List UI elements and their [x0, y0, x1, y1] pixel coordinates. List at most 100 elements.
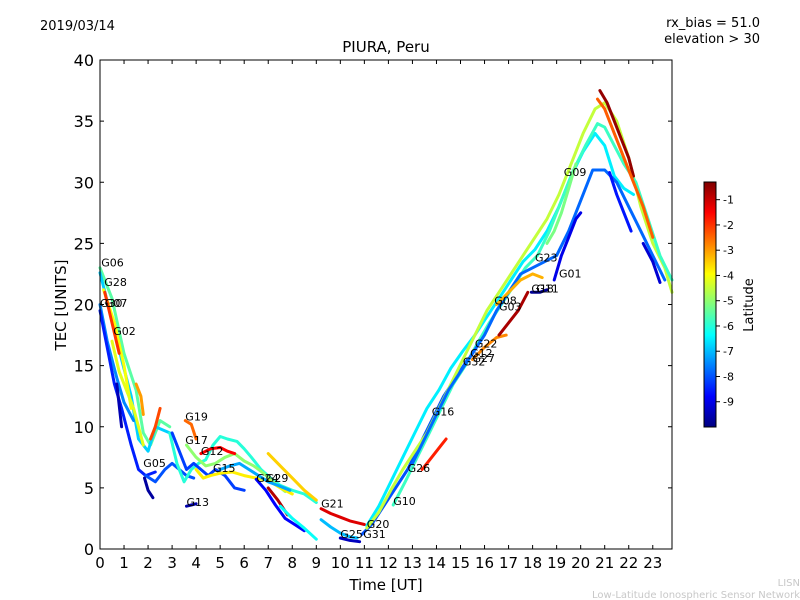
x-tick-label: 13 [403, 554, 422, 572]
satellite-track-41 [641, 241, 662, 284]
chart-title: PIURA, Peru [342, 38, 429, 56]
satellite-label-g28: G28 [104, 276, 127, 289]
colorbar-ticks: -1 -2 -3 -4 -5 -6 -7 -8 -9 [716, 194, 734, 409]
satellite-track-36 [495, 272, 544, 306]
x-tick-label: 21 [595, 554, 614, 572]
x-tick-label: 15 [451, 554, 470, 572]
y-tick-label: 20 [74, 296, 94, 315]
y-tick-label: 10 [74, 418, 94, 437]
x-tick-label: 18 [523, 554, 542, 572]
satellite-label-g30: G30 [100, 297, 123, 310]
satellite-label-g32: G32 [463, 356, 486, 369]
colorbar-gradient [703, 181, 717, 428]
satellite-label-g31: G31 [363, 528, 386, 541]
satellite-track-20 [218, 461, 292, 492]
satellite-label-g23: G23 [535, 252, 558, 265]
x-tick-label: 16 [475, 554, 494, 572]
y-axis-ticks: 0 5 10 15 20 25 30 35 40 [74, 51, 672, 559]
colorbar-tick-label: -2 [723, 219, 734, 232]
colorbar: -1 -2 -3 -4 -5 -6 -7 -8 -9 Latitude [703, 181, 757, 428]
satellite-track-35 [497, 290, 530, 337]
satellite-label-layer: G06G28G30G07G02G05G19G17G12G15G13G24G29G… [100, 166, 586, 541]
colorbar-tick-label: -1 [723, 194, 734, 207]
satellite-track-25 [319, 507, 366, 526]
x-tick-label: 0 [95, 554, 105, 572]
satellite-label-g12: G12 [470, 347, 493, 360]
satellite-track-8 [110, 339, 145, 447]
satellite-track-4 [103, 290, 121, 355]
satellite-label-g03: G03 [499, 301, 522, 314]
y-tick-label: 30 [74, 173, 94, 192]
satellite-track-17 [199, 446, 237, 456]
satellite-track-21 [254, 477, 306, 533]
colorbar-tick-label: -5 [723, 295, 734, 308]
satellite-label-g08: G08 [494, 295, 517, 308]
satellite-label-g09: G09 [564, 166, 587, 179]
satellite-track-18 [185, 502, 198, 508]
satellite-label-g26: G26 [408, 462, 431, 475]
satellite-track-15 [183, 419, 198, 441]
org-short-label: LISN [778, 578, 800, 589]
x-axis-ticks: 0 1 2 3 4 5 6 7 8 9 10 11 12 13 14 15 16 17 18 19 20 21 22 23 [95, 60, 662, 572]
satellite-track-37 [552, 211, 583, 282]
satellite-label-g22: G22 [475, 337, 498, 350]
satellite-label-g06: G06 [101, 257, 124, 270]
x-tick-label: 3 [167, 554, 177, 572]
satellite-label-g29: G29 [266, 472, 289, 485]
colorbar-tick-label: -7 [723, 345, 734, 358]
x-tick-label: 7 [263, 554, 273, 572]
x-tick-label: 17 [499, 554, 518, 572]
x-tick-label: 9 [312, 554, 322, 572]
satellite-track-33 [410, 168, 667, 465]
x-tick-label: 20 [571, 554, 590, 572]
x-tick-label: 23 [643, 554, 662, 572]
x-tick-label: 4 [191, 554, 201, 572]
y-axis-label: TEC [UNITS] [52, 260, 70, 352]
satellite-label-g18: G18 [531, 282, 554, 295]
x-tick-label: 11 [355, 554, 374, 572]
satellite-label-g25: G25 [340, 528, 363, 541]
satellite-track-14 [170, 431, 246, 492]
elevation-label: elevation > 30 [664, 32, 760, 47]
satellite-track-39 [598, 89, 635, 178]
org-long-label: Low-Latitude Ionospheric Sensor Network [592, 590, 800, 600]
satellite-track-34 [471, 333, 508, 361]
rx-bias-label: rx_bias = 51.0 [666, 16, 760, 31]
satellite-track-43 [545, 162, 578, 245]
colorbar-label: Latitude [742, 278, 757, 332]
y-tick-label: 35 [74, 112, 94, 131]
x-tick-label: 1 [119, 554, 129, 572]
x-tick-label: 14 [427, 554, 446, 572]
series-layer [98, 89, 674, 544]
y-tick-label: 15 [74, 357, 94, 376]
satellite-track-29 [365, 131, 635, 528]
satellite-track-12 [149, 406, 162, 441]
satellite-track-1 [98, 266, 172, 447]
satellite-track-26 [319, 518, 359, 540]
y-tick-label: 25 [74, 234, 94, 253]
x-tick-label: 22 [619, 554, 638, 572]
colorbar-tick-label: -9 [723, 396, 734, 409]
satellite-track-9 [134, 382, 145, 416]
colorbar-tick-label: -8 [723, 370, 734, 383]
colorbar-tick-label: -6 [723, 320, 734, 333]
satellite-label-g13: G13 [187, 496, 210, 509]
colorbar-tick-label: -3 [723, 244, 734, 257]
x-tick-label: 8 [287, 554, 297, 572]
satellite-label-g15: G15 [213, 462, 236, 475]
x-tick-label: 6 [239, 554, 249, 572]
x-tick-label: 10 [331, 554, 350, 572]
satellite-track-11 [143, 476, 155, 500]
satellite-label-g21: G21 [321, 497, 344, 510]
satellite-track-38 [529, 288, 549, 294]
satellite-label-g27: G27 [473, 352, 496, 365]
satellite-label-g24: G24 [256, 472, 279, 485]
y-tick-label: 0 [84, 540, 94, 559]
x-tick-label: 12 [379, 554, 398, 572]
satellite-track-24 [278, 504, 318, 541]
satellite-label-g17: G17 [185, 434, 208, 447]
satellite-label-g16: G16 [432, 406, 455, 419]
x-axis-label: Time [UT] [348, 576, 422, 594]
satellite-track-6 [98, 309, 157, 478]
